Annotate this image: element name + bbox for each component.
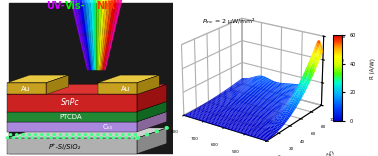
Circle shape [118,136,122,139]
Polygon shape [105,0,122,70]
Circle shape [65,133,68,136]
Polygon shape [79,0,91,70]
Circle shape [130,136,134,139]
Polygon shape [98,75,159,83]
Polygon shape [8,84,167,94]
Polygon shape [137,101,167,122]
Polygon shape [8,75,68,83]
Y-axis label: $V_g$ (V): $V_g$ (V) [318,149,338,156]
Circle shape [155,130,158,133]
Circle shape [68,136,72,139]
Circle shape [137,136,140,139]
Text: Au: Au [21,86,31,92]
Polygon shape [98,83,137,94]
Circle shape [93,136,97,139]
Circle shape [121,133,125,136]
Polygon shape [104,0,119,70]
Circle shape [77,133,81,136]
Circle shape [24,136,28,139]
Circle shape [115,133,119,136]
Circle shape [124,136,128,139]
Circle shape [15,133,19,136]
Text: NIR: NIR [96,1,115,11]
Polygon shape [93,0,96,70]
Polygon shape [70,0,88,70]
Circle shape [28,133,31,136]
Circle shape [6,136,9,139]
Circle shape [90,133,94,136]
Polygon shape [8,83,46,94]
Circle shape [133,133,137,136]
Circle shape [53,133,56,136]
Text: Vis-: Vis- [65,1,85,11]
Text: Au: Au [121,86,130,92]
Circle shape [21,133,25,136]
Text: SnPc: SnPc [61,98,80,107]
Polygon shape [101,0,111,70]
Polygon shape [9,3,176,153]
Polygon shape [46,75,68,94]
Circle shape [49,136,53,139]
Circle shape [18,136,22,139]
Circle shape [146,133,149,136]
Polygon shape [8,128,167,138]
Circle shape [74,136,78,139]
Polygon shape [137,112,167,132]
Circle shape [43,136,47,139]
Text: P⁺-Si/SiO₂: P⁺-Si/SiO₂ [49,143,81,150]
Text: C₆₀: C₆₀ [102,124,113,130]
Polygon shape [82,0,92,70]
Circle shape [87,136,90,139]
Polygon shape [85,0,93,70]
Circle shape [31,136,34,139]
Circle shape [165,127,168,129]
Polygon shape [137,128,167,154]
Polygon shape [98,0,102,70]
Circle shape [9,133,12,136]
Polygon shape [101,0,114,70]
Circle shape [84,133,87,136]
Circle shape [56,136,59,139]
Circle shape [112,136,115,139]
Polygon shape [91,0,95,70]
Circle shape [96,133,100,136]
Text: PTCDA: PTCDA [59,114,82,119]
Polygon shape [8,112,137,122]
Polygon shape [76,0,90,70]
Polygon shape [137,84,167,112]
Circle shape [127,133,131,136]
Circle shape [12,136,15,139]
Polygon shape [88,0,94,70]
Circle shape [99,136,103,139]
Circle shape [59,133,62,136]
Circle shape [46,133,50,136]
Circle shape [71,133,75,136]
Circle shape [34,133,37,136]
Polygon shape [137,75,159,94]
Text: UV-: UV- [46,1,65,11]
Polygon shape [98,0,105,70]
Circle shape [62,136,65,139]
Polygon shape [102,0,116,70]
Circle shape [40,133,43,136]
Polygon shape [8,94,137,112]
Circle shape [37,136,40,139]
Circle shape [136,137,139,139]
Polygon shape [8,101,167,112]
Circle shape [108,133,112,136]
Polygon shape [96,0,99,70]
Text: $P_{\mathrm{inc}}$ = 2 μW/mm²: $P_{\mathrm{inc}}$ = 2 μW/mm² [201,16,256,26]
Circle shape [81,136,84,139]
Polygon shape [8,122,137,132]
Polygon shape [8,138,137,154]
Circle shape [102,133,106,136]
Polygon shape [8,112,167,122]
Circle shape [105,136,109,139]
Polygon shape [99,0,108,70]
Polygon shape [73,0,89,70]
